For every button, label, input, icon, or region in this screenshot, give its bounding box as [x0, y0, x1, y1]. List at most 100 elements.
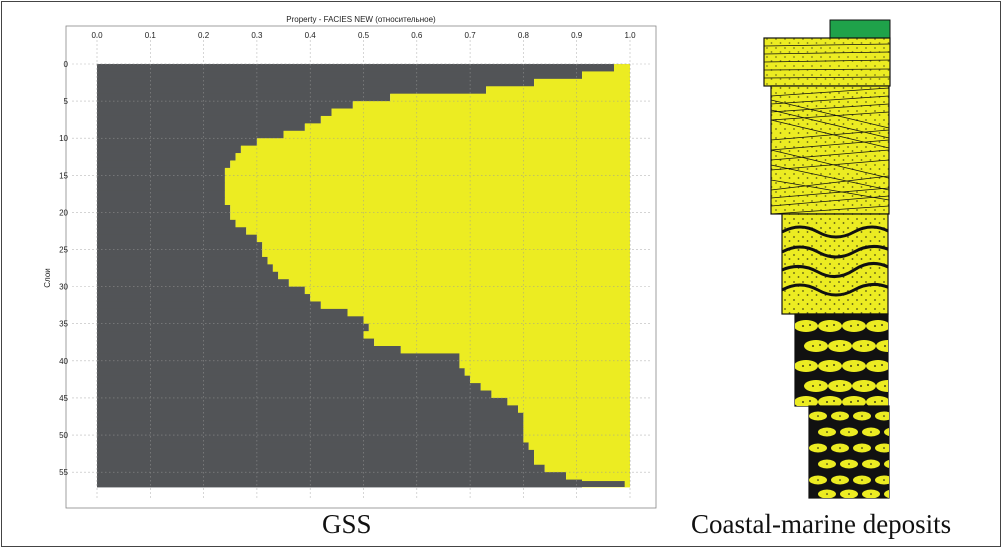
dark-facies-bar: [97, 464, 545, 473]
chart-title: Property - FACIES NEW (относительное): [286, 15, 436, 24]
flaser-lens: [804, 340, 828, 352]
sand-facies-bar: [363, 316, 630, 325]
x-tick-label: 0.6: [411, 31, 423, 40]
flaser-lens: [828, 380, 852, 392]
dark-facies-bar: [97, 101, 353, 109]
sand-facies-bar: [352, 101, 630, 109]
y-tick-label: 5: [64, 97, 69, 106]
dark-facies-bar: [97, 481, 625, 487]
dark-facies-bar: [97, 390, 492, 399]
y-tick-label: 40: [59, 357, 68, 366]
dark-facies-bar: [97, 256, 268, 265]
grid-overlay: [96, 63, 631, 487]
x-tick-label: 0.4: [305, 31, 317, 40]
sand-facies-bar: [544, 464, 630, 473]
sand-facies-bar: [400, 346, 630, 354]
flaser-lens: [795, 320, 818, 332]
y-tick-label: 30: [59, 283, 68, 292]
flaser-lens: [818, 360, 842, 372]
dark-facies-bar: [97, 182, 225, 191]
flaser-lens: [818, 396, 842, 406]
dark-facies-bar: [97, 383, 481, 391]
flaser-lens: [818, 320, 842, 332]
flaser-lens: [842, 396, 866, 406]
dark-facies-bar: [97, 115, 321, 124]
flaser-lens: [866, 396, 888, 406]
sand-facies-bar: [230, 160, 630, 169]
dark-facies-bar: [97, 153, 236, 161]
y-tick-label: 15: [59, 171, 68, 180]
x-tick-label: 0.8: [518, 31, 530, 40]
facies-fills: [97, 64, 631, 488]
x-tick-label: 0.3: [251, 31, 263, 40]
sand-facies-bar: [267, 256, 630, 265]
x-ticks: 0.0 0.1 0.2 0.3 0.4 0.5 0.6 0.7 0.8 0.9 1.0: [91, 31, 636, 40]
sand-facies-bar: [235, 153, 630, 161]
sand-facies-bar: [288, 279, 630, 288]
y-tick-label: 20: [59, 208, 68, 217]
flaser-lens: [828, 340, 852, 352]
sand-facies-bar: [534, 78, 630, 87]
y-tick-label: 25: [59, 246, 68, 255]
dark-facies-bar: [97, 457, 535, 466]
y-tick-label: 45: [59, 394, 68, 403]
dark-facies-bar: [97, 323, 369, 332]
dark-facies-bar: [97, 108, 332, 117]
dark-facies-bar: [97, 64, 615, 72]
sand-facies-bar: [390, 93, 630, 102]
sand-facies-bar: [507, 397, 630, 406]
sand-facies-bar: [246, 227, 631, 236]
sand-facies-bar: [310, 294, 630, 302]
dark-facies-bar: [97, 316, 364, 325]
dark-facies-bar: [97, 301, 321, 310]
sand-facies-bar: [347, 308, 630, 317]
sand-facies-bar: [368, 323, 630, 332]
sand-facies-bar: [523, 435, 630, 443]
plot-frame: [65, 25, 657, 509]
sand-facies-bar: [582, 71, 630, 80]
sand-facies-bar: [480, 383, 630, 391]
dark-facies-bar: [97, 449, 535, 458]
sand-facies-bar: [534, 457, 630, 466]
lenticular-lens: [875, 443, 889, 453]
dark-facies-bar: [97, 397, 508, 406]
dark-facies-bar: [97, 130, 284, 139]
lenticular-lens: [884, 489, 889, 498]
dark-facies-bar: [97, 160, 231, 169]
sand-facies-bar: [486, 86, 630, 95]
sand-facies-bar: [459, 353, 630, 362]
dark-facies-bar: [97, 442, 529, 451]
sand-facies-bar: [566, 472, 630, 480]
dark-facies-bar: [97, 145, 241, 154]
dark-facies-bar: [97, 212, 231, 221]
lenticular-lens: [884, 427, 889, 437]
sand-facies-bar: [374, 338, 630, 347]
sand-facies-bar: [240, 145, 630, 154]
flaser-lens: [852, 380, 876, 392]
flaser-lens: [804, 380, 828, 392]
dark-facies-bar: [97, 435, 524, 443]
y-axis-label: Слои: [43, 268, 52, 287]
dark-facies-bar: [97, 405, 519, 414]
sand-facies-bar: [528, 442, 630, 451]
column-cap: [829, 19, 891, 39]
sand-facies-bar: [272, 264, 630, 273]
dark-facies-bar: [97, 190, 225, 198]
dark-facies-bar: [97, 138, 257, 147]
y-tick-label: 0: [64, 60, 69, 69]
sand-facies-bar: [262, 242, 630, 250]
x-tick-label: 0.7: [465, 31, 477, 40]
sand-facies-bar: [304, 123, 630, 132]
dark-facies-bar: [97, 472, 567, 480]
y-ticks: 0 5 10 15 20 25 30 35 40 45 50 55: [59, 60, 68, 477]
dark-facies-bar: [97, 331, 364, 339]
dark-facies-bar: [97, 123, 305, 132]
lithology-column: [763, 19, 891, 499]
dark-facies-bar: [97, 375, 471, 384]
flaser-lens: [866, 320, 888, 332]
flaser-lens: [852, 340, 876, 352]
sand-facies-bar: [235, 219, 630, 228]
dark-facies-bar: [97, 78, 535, 87]
